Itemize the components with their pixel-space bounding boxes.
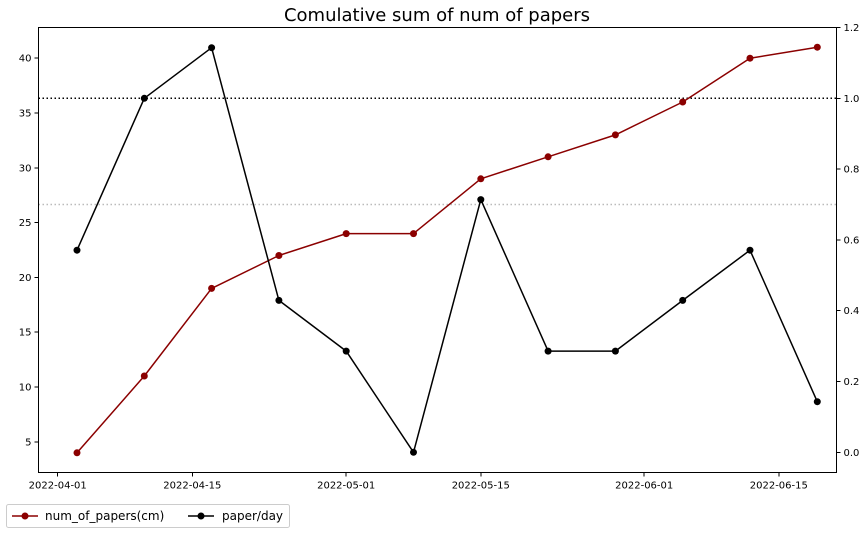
y-left-tick-label-5: 30 — [19, 163, 32, 174]
series-0-point-5 — [410, 230, 417, 238]
reference-lines — [38, 97, 837, 206]
plot-frame — [38, 27, 837, 473]
y-right-tick-label-0: 0.0 — [844, 448, 860, 459]
series-0-point-11 — [813, 43, 821, 51]
y-right-tick-label-1: 0.2 — [844, 377, 860, 388]
series-0-point-6 — [477, 175, 485, 183]
series-0-point-0 — [73, 449, 81, 457]
series-0-point-10 — [746, 54, 754, 62]
series-1-point-3 — [275, 296, 283, 304]
series-1-point-4 — [342, 347, 350, 355]
y-left-tick-label-2: 15 — [19, 328, 32, 339]
x-tick-label-1: 2022-04-15 — [163, 481, 221, 492]
legend: num_of_papers(cm) paper/day — [6, 504, 290, 528]
series-line-1 — [76, 46, 818, 454]
series-0-point-8 — [611, 131, 619, 139]
series-0-point-9 — [679, 98, 687, 106]
series-0-point-1 — [140, 372, 148, 380]
x-tick-label-4: 2022-06-01 — [615, 481, 673, 492]
legend-box — [6, 504, 290, 528]
series-1-point-10 — [746, 246, 754, 254]
series-1-point-0 — [73, 246, 81, 254]
series-1-point-6 — [477, 196, 485, 204]
series-0-point-7 — [544, 153, 552, 161]
series-1-point-11 — [813, 398, 821, 406]
series-1-point-1 — [140, 94, 148, 102]
x-tick-label-0: 2022-04-01 — [29, 481, 87, 492]
series-1-point-8 — [611, 347, 619, 355]
series-0-point-4 — [342, 230, 350, 238]
series-0-point-3 — [275, 252, 283, 259]
x-tick-label-5: 2022-06-15 — [750, 481, 808, 492]
x-axis: 2022-04-01 2022-04-15 2022-05-01 2022-05-15… — [29, 472, 808, 492]
x-tick-label-2: 2022-05-01 — [317, 481, 375, 492]
legend-swatch-marker-1 — [197, 512, 205, 520]
y-axis-left: 5 10 15 20 25 30 35 40 — [19, 54, 39, 448]
y-left-tick-label-0: 5 — [25, 437, 31, 448]
series-1-point-2 — [208, 44, 216, 52]
legend-swatch-marker-0 — [21, 512, 29, 520]
chart-title: Comulative sum of num of papers — [284, 5, 590, 26]
x-tick-label-3: 2022-05-15 — [452, 481, 510, 492]
legend-label-1: paper/day — [222, 509, 283, 523]
y-left-tick-label-6: 35 — [19, 108, 32, 119]
series-0-point-2 — [208, 284, 216, 292]
series-line-0 — [76, 46, 818, 454]
y-right-tick-label-6: 1.2 — [844, 23, 860, 34]
y-left-tick-label-3: 20 — [19, 273, 32, 284]
y-right-tick-label-3: 0.6 — [844, 235, 860, 246]
y-left-tick-label-1: 10 — [19, 383, 32, 394]
series-1-point-5 — [410, 448, 417, 456]
y-axis-right: 0.0 0.2 0.4 0.6 0.8 1.0 1.2 — [836, 23, 860, 459]
y-left-tick-label-7: 40 — [19, 54, 32, 65]
y-right-tick-label-4: 0.8 — [844, 165, 860, 176]
series-layer — [73, 43, 821, 457]
y-right-tick-label-2: 0.4 — [844, 306, 860, 317]
series-1-point-7 — [544, 347, 552, 355]
series-1-point-9 — [679, 296, 687, 304]
legend-label-0: num_of_papers(cm) — [45, 509, 164, 523]
y-right-tick-label-5: 1.0 — [844, 94, 860, 105]
y-left-tick-label-4: 25 — [19, 218, 32, 229]
